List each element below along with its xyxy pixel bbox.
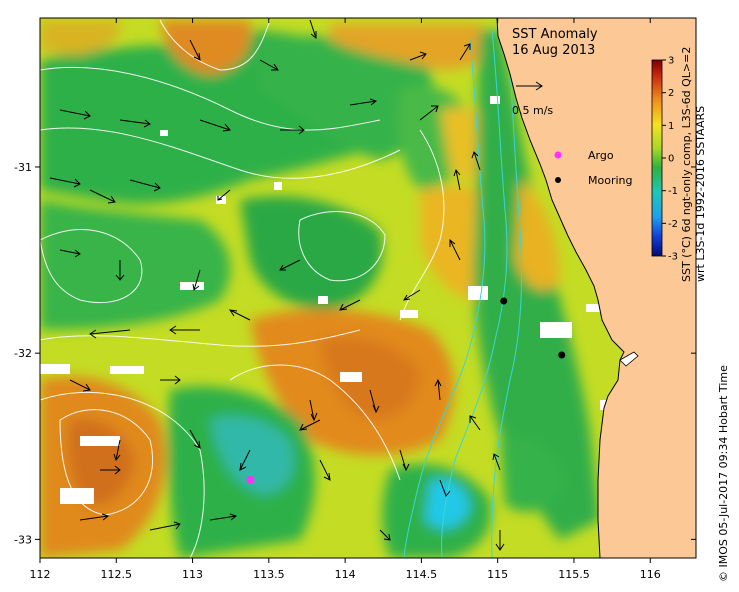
colorbar: 3 2 1 0 -1 -2 -3 SST (°C) 6d ngt-only comp, L3…	[651, 47, 707, 282]
longitude-axis: 112 112.5 113 113.5 114 114.5 115 115.5 116	[30, 18, 661, 581]
estuary	[619, 351, 639, 367]
lon-tick-label: 115	[487, 568, 508, 581]
colorbar-gradient	[651, 59, 663, 257]
argo-legend-symbol	[554, 151, 562, 159]
lat-tick-label: -32	[14, 347, 32, 360]
sea-level-contours	[40, 19, 445, 558]
lon-tick-label: 112.5	[101, 568, 133, 581]
scale-label: 0.5 m/s	[512, 104, 553, 117]
colorbar-tick-label: 3	[668, 56, 674, 67]
latitude-axis: -31 -32 -33	[14, 161, 696, 546]
lon-tick-label: 116	[640, 568, 661, 581]
colorbar-tick-label: -3	[668, 252, 678, 263]
lon-tick-label: 113	[182, 568, 203, 581]
lon-tick-label: 113.5	[253, 568, 285, 581]
argo-float-marker	[246, 475, 255, 484]
lon-tick-label: 115.5	[558, 568, 590, 581]
map-date: 16 Aug 2013	[512, 43, 595, 58]
mooring-legend-symbol	[555, 177, 561, 183]
observation-markers	[246, 297, 566, 484]
colorbar-label-line2: wrt L3S-1d 1992-2016 SSTAARS	[694, 106, 707, 282]
colorbar-tick-label: 2	[668, 88, 674, 99]
mooring-marker	[558, 351, 566, 359]
bathymetry-contours	[403, 29, 523, 558]
no-data-patches	[40, 96, 608, 504]
colorbar-tick-label: -2	[668, 219, 678, 230]
lon-tick-label: 114.5	[406, 568, 438, 581]
credit-text: © IMOS 05-Jul-2017 09:34 Hobart Time	[717, 365, 730, 582]
plot-area: SST Anomaly 16 Aug 2013 0.5 m/s Argo Moo…	[40, 18, 696, 558]
scale-arrow	[516, 81, 543, 91]
map-legend: SST Anomaly 16 Aug 2013 0.5 m/s Argo Moo…	[512, 27, 632, 187]
colorbar-tick-label: 0	[668, 154, 674, 165]
land-mass	[496, 18, 696, 558]
current-vectors	[49, 19, 505, 551]
colorbar-label-line1: SST (°C) 6d ngt-only comp, L3S-6d QL>=2	[680, 47, 693, 282]
colorbar-tick-label: -1	[668, 186, 678, 197]
plot-frame	[39, 17, 697, 559]
argo-legend-label: Argo	[588, 149, 614, 162]
mooring-legend-label: Mooring	[588, 174, 632, 187]
lat-tick-label: -31	[14, 161, 32, 174]
lon-tick-label: 112	[30, 568, 51, 581]
colorbar-ticks: 3 2 1 0 -1 -2 -3	[662, 56, 678, 263]
lat-tick-label: -33	[14, 533, 32, 546]
colorbar-tick-label: 1	[668, 121, 674, 132]
map-title: SST Anomaly	[512, 27, 598, 42]
lon-tick-label: 114	[335, 568, 356, 581]
sst-field	[40, 20, 600, 558]
mooring-marker	[500, 297, 508, 305]
